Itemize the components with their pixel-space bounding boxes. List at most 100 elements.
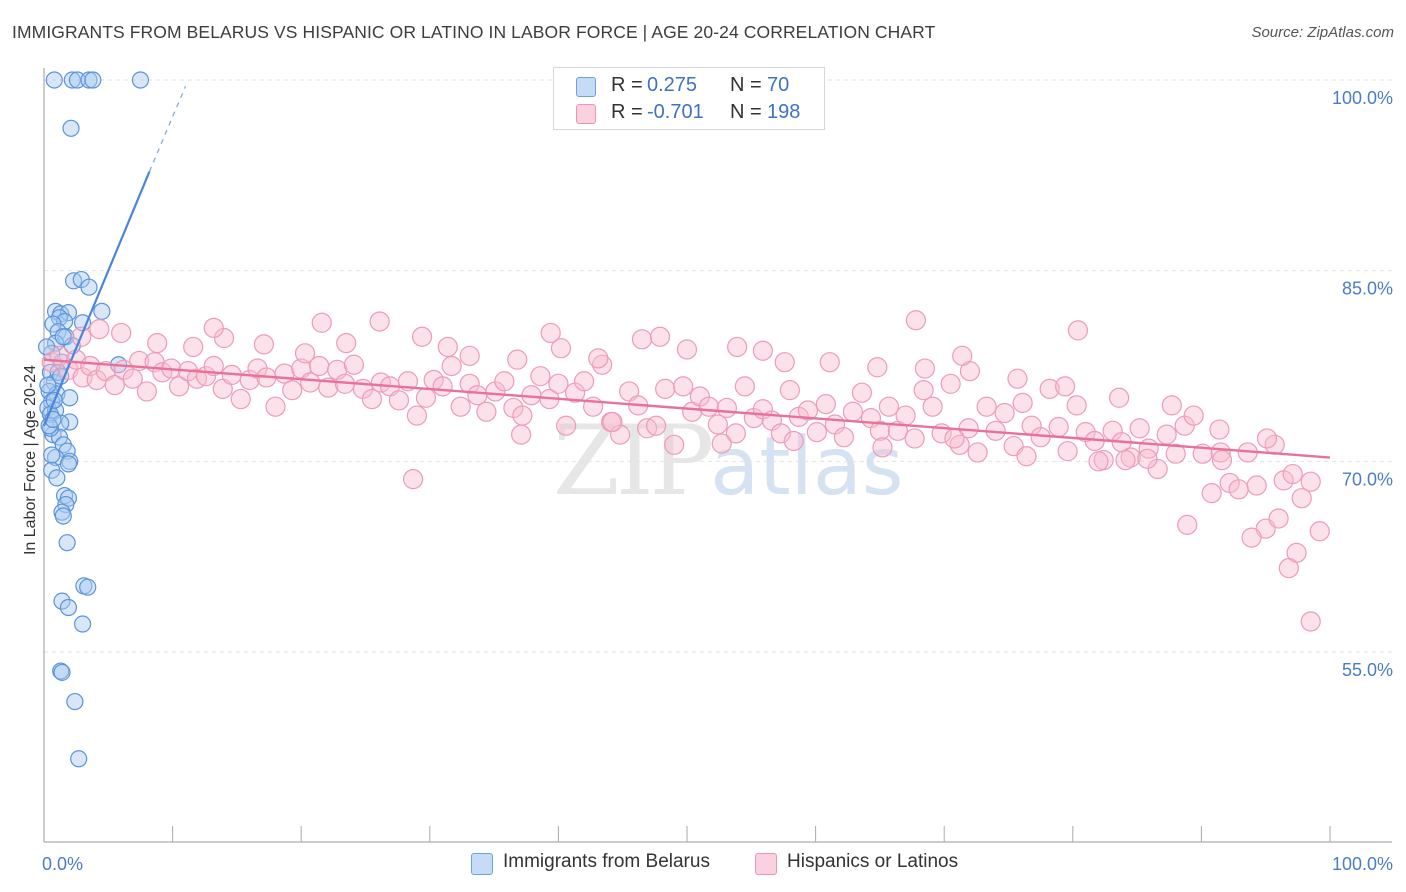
hispanic-point xyxy=(318,377,339,398)
hispanic-point xyxy=(1177,514,1198,535)
hispanic-points xyxy=(41,310,1330,632)
hispanic-point xyxy=(869,420,891,441)
hispanic-point xyxy=(588,348,609,369)
hispanic-point xyxy=(136,381,157,402)
belarus-point xyxy=(131,71,150,89)
hispanic-point xyxy=(707,414,728,435)
hispanic-point xyxy=(904,428,925,449)
hispanic-point xyxy=(467,385,488,406)
hispanic-point xyxy=(1161,395,1182,416)
hispanic-point xyxy=(1007,368,1028,389)
hispanic-point xyxy=(1300,611,1321,632)
belarus-point xyxy=(84,71,102,89)
belarus-point xyxy=(48,469,66,487)
hispanic-point xyxy=(833,427,854,448)
hispanic-point xyxy=(1268,508,1289,529)
belarus-point xyxy=(37,338,56,356)
belarus-trend-extension xyxy=(148,86,187,172)
belarus-point xyxy=(54,507,72,525)
hispanic-point xyxy=(851,382,872,403)
y-axis-label: In Labor Force | Age 20-24 xyxy=(22,365,39,555)
hispanic-point xyxy=(476,401,497,422)
legend-swatch-hispanic xyxy=(576,104,596,124)
hispanic-point xyxy=(1057,441,1078,462)
hispanic-point xyxy=(1054,376,1076,397)
hispanic-point xyxy=(203,317,224,338)
belarus-point xyxy=(66,692,84,711)
series-legend: Immigrants from Belarus Hispanics or Lat… xyxy=(0,851,1406,879)
hispanic-point xyxy=(944,428,965,449)
y-tick-label: 85.0% xyxy=(1342,279,1393,299)
belarus-point xyxy=(93,302,111,320)
hispanic-point xyxy=(774,352,795,373)
belarus-point xyxy=(45,71,63,89)
legend-n-value: 70 xyxy=(767,74,790,96)
hispanic-point xyxy=(815,394,836,415)
belarus-point xyxy=(58,534,76,552)
hispanic-point xyxy=(913,380,934,401)
hispanic-point xyxy=(1291,488,1312,509)
series-label-hispanic: Hispanics or Latinos xyxy=(787,851,959,872)
hispanic-point xyxy=(649,326,671,347)
y-tick-label: 55.0% xyxy=(1342,660,1393,680)
series-swatch-hispanic xyxy=(755,853,777,875)
hispanic-point xyxy=(1278,558,1299,579)
belarus-points xyxy=(37,71,150,768)
legend-swatch-belarus xyxy=(576,77,596,97)
belarus-point xyxy=(62,119,80,137)
hispanic-point xyxy=(556,415,577,436)
hispanic-point xyxy=(111,322,132,344)
hispanic-point xyxy=(602,411,623,433)
hispanic-point xyxy=(819,352,840,373)
hispanic-point xyxy=(530,366,551,387)
hispanic-point xyxy=(752,340,773,361)
hispanic-point xyxy=(842,401,863,422)
hispanic-point xyxy=(646,415,667,436)
hispanic-point xyxy=(1228,479,1249,500)
hispanic-point xyxy=(1108,387,1130,408)
hispanic-point xyxy=(282,380,303,401)
belarus-point xyxy=(54,328,72,346)
hispanic-point xyxy=(411,326,433,347)
hispanic-point xyxy=(1241,527,1262,548)
hispanic-point xyxy=(1246,475,1267,496)
belarus-point xyxy=(59,598,78,617)
belarus-point xyxy=(80,71,98,89)
hispanic-point xyxy=(294,343,316,364)
hispanic-point xyxy=(1183,405,1204,426)
hispanic-point xyxy=(1282,463,1303,485)
hispanic-point xyxy=(147,333,168,354)
hispanic-point xyxy=(550,338,572,359)
hispanic-trend-line xyxy=(43,358,1331,459)
hispanic-point xyxy=(872,437,893,458)
hispanic-point xyxy=(1137,448,1158,469)
belarus-point xyxy=(61,413,79,431)
belarus-point xyxy=(70,750,88,768)
hispanic-point xyxy=(415,387,437,408)
hispanic-point xyxy=(976,396,997,417)
legend-n-label: N = xyxy=(730,74,762,96)
correlation-legend: R = 0.275 N = 70 R = -0.701 N = 198 xyxy=(553,67,825,130)
hispanic-point xyxy=(895,405,916,426)
hispanic-point xyxy=(343,354,365,375)
hispanic-point xyxy=(336,333,357,354)
hispanic-point xyxy=(1012,392,1033,413)
hispanic-point xyxy=(1115,449,1136,471)
hispanic-point xyxy=(574,371,595,392)
hispanic-point xyxy=(203,355,224,377)
hispanic-point xyxy=(507,349,528,370)
hispanic-point xyxy=(1165,443,1186,464)
hispanic-point xyxy=(494,371,515,392)
belarus-point xyxy=(63,71,81,89)
belarus-point xyxy=(39,376,57,394)
hispanic-point xyxy=(183,336,204,358)
source-credit: Source: ZipAtlas.com xyxy=(1251,24,1394,41)
hispanic-point xyxy=(878,396,900,417)
hispanic-point xyxy=(369,311,390,332)
series-swatch-belarus xyxy=(471,853,493,875)
hispanic-point xyxy=(1088,451,1109,472)
hispanic-point xyxy=(168,376,190,397)
hispanic-point xyxy=(1129,418,1150,439)
axes xyxy=(43,68,1392,843)
